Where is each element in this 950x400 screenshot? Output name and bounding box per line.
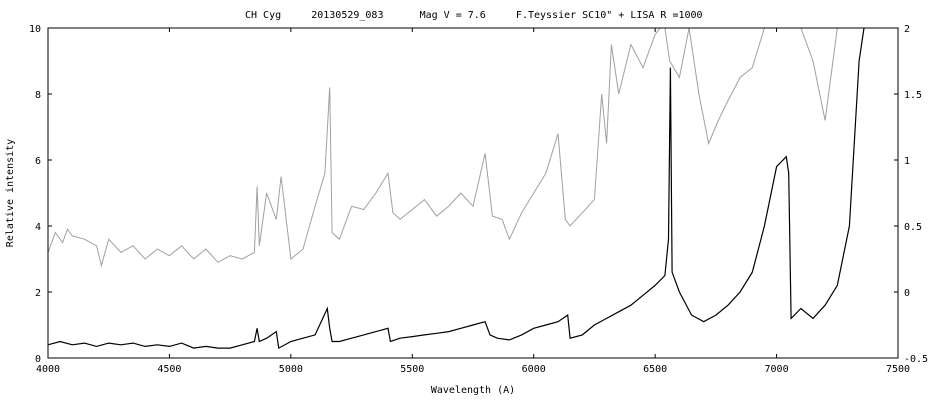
y-tick-label: 8	[35, 90, 41, 101]
y-tick-label: 0	[35, 354, 41, 365]
series-line-1	[47, 27, 867, 268]
y-axis-right: -0.5 0 0.5 1 1.5 2	[894, 24, 928, 365]
x-tick-label: 6000	[522, 364, 546, 375]
series-line-2	[47, 27, 865, 350]
x-axis: 4000 4500 5000 5500 6000 6500 7000 7500	[36, 28, 910, 375]
y2-tick-label: -0.5	[904, 354, 928, 365]
y-tick-label: 6	[35, 156, 41, 167]
x-tick-label: 4500	[157, 364, 181, 375]
x-tick-label: 4000	[36, 364, 60, 375]
y2-tick-label: 1	[904, 156, 910, 167]
y2-tick-label: 1.5	[904, 90, 922, 101]
chart-title: CH Cyg 20130529_083 Mag V = 7.6 F.Teyssi…	[245, 10, 703, 21]
x-tick-label: 5500	[400, 364, 424, 375]
y2-tick-label: 2	[904, 24, 910, 35]
y2-tick-label: 0	[904, 288, 910, 299]
x-tick-label: 7000	[765, 364, 789, 375]
x-axis-label: Wavelength (A)	[431, 385, 515, 396]
y-tick-label: 10	[29, 24, 41, 35]
y-tick-label: 4	[35, 222, 41, 233]
y-axis-label: Relative intensity	[5, 139, 16, 247]
y-axis-left: 0 2 4 6 8 10	[29, 24, 52, 365]
plot-frame	[47, 27, 899, 359]
x-tick-label: 6500	[643, 364, 667, 375]
y2-tick-label: 0.5	[904, 222, 922, 233]
x-tick-label: 7500	[886, 364, 910, 375]
y-tick-label: 2	[35, 288, 41, 299]
x-tick-label: 5000	[279, 364, 303, 375]
series-layer	[47, 27, 867, 350]
